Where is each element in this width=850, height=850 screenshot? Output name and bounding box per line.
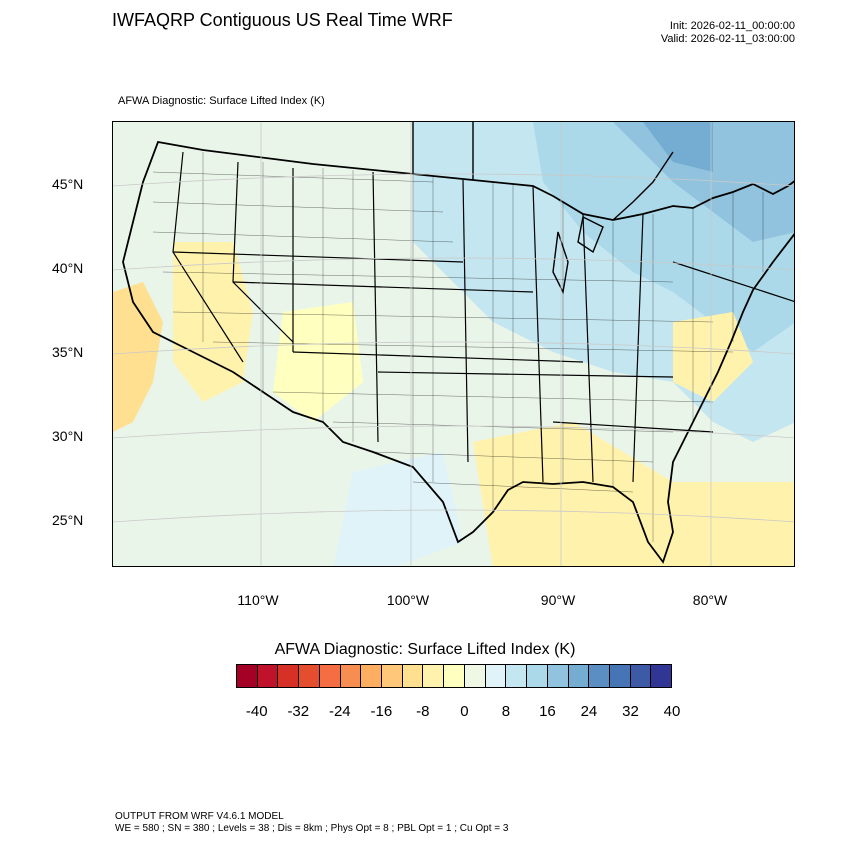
colorbar-tick-label: -8 [416,703,430,720]
init-time: Init: 2026-02-11_00:00:00 [669,20,795,32]
map-svg [113,122,794,566]
colorbar-tick-label: -40 [245,703,268,720]
colorbar-cell [630,665,652,687]
model-footer: OUTPUT FROM WRF V4.6.1 MODEL WE = 580 ; … [115,811,508,835]
plot-label: AFWA Diagnostic: Surface Lifted Index (K… [118,95,325,107]
colorbar-cell [402,665,424,687]
colorbar-tick-label: 8 [501,703,511,720]
colorbar-tick-label: -16 [370,703,393,720]
field-warm-gulf [473,422,794,566]
colorbar-cell [609,665,631,687]
colorbar-cell [257,665,279,687]
lon-label-80: 80°W [692,592,728,608]
footer-line-2: WE = 580 ; SN = 380 ; Levels = 38 ; Dis … [115,823,509,834]
colorbar-cell [299,665,320,687]
colorbar-tick-label: -24 [328,703,351,720]
colorbar-cell [527,665,548,687]
colorbar-cell [589,665,610,687]
map-panel [112,121,795,567]
footer-line-1: OUTPUT FROM WRF V4.6.1 MODEL [115,811,284,822]
lon-label-90: 90°W [540,592,576,608]
colorbar-tick-label: 16 [539,703,556,720]
field-warm-west [113,282,163,432]
lon-label-110: 110°W [237,592,279,608]
colorbar-cell [423,665,445,687]
lon-label-100: 100°W [386,592,430,608]
field-stable-zone-3 [613,122,794,242]
colorbar-cell [340,665,362,687]
lat-label-25: 25°N [52,512,84,528]
colorbar-cell [568,665,590,687]
main-title: IWFAQRP Contiguous US Real Time WRF [112,10,453,30]
field-mexico [333,452,463,566]
colorbar-tick-label: -32 [287,703,310,720]
colorbar-tick-label: 0 [460,703,469,720]
field-warm-mountain [273,302,363,422]
colorbar-cell [237,665,258,687]
lat-label-30: 30°N [52,428,84,444]
colorbar-tick-label: 24 [580,703,598,720]
field-stable-zone-4 [643,122,713,172]
colorbar-cell [547,665,569,687]
lat-label-35: 35°N [52,344,84,360]
conus-outline [122,140,794,564]
border-lines [412,122,674,221]
colorbar-cell [485,665,507,687]
colorbar-cell [319,665,341,687]
colorbar-cell [278,665,300,687]
init-valid-block: Init: 2026-02-11_00:00:00 Valid: 2026-02… [661,20,795,46]
colorbar-title: AFWA Diagnostic: Surface Lifted Index (K… [274,641,576,658]
valid-time: Valid: 2026-02-11_03:00:00 [660,33,795,45]
colorbar-cell [382,665,403,687]
colorbar-cell [361,665,383,687]
lat-label-45: 45°N [52,176,84,192]
colorbar-cell [464,665,486,687]
graticule [113,122,794,566]
colorbar [236,664,672,688]
colorbar-tick-label: 40 [663,703,681,720]
colorbar-tick-label: 32 [622,703,639,720]
colorbar-cell [651,665,672,687]
colorbar-cell [506,665,528,687]
state-lines [172,151,794,483]
lat-label-40: 40°N [52,260,84,276]
colorbar-cell [444,665,465,687]
